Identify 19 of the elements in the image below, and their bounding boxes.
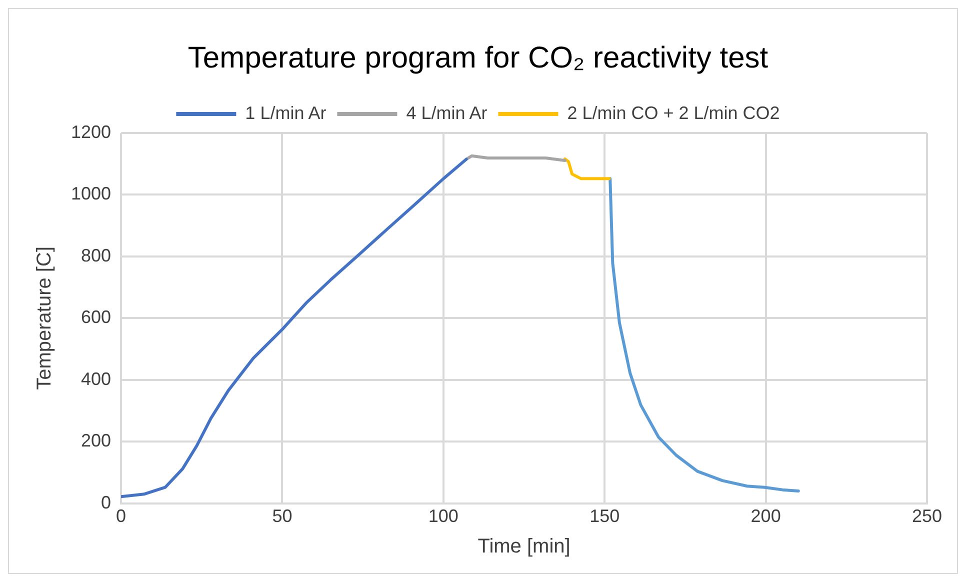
x-tick-label: 150 [590, 506, 620, 526]
y-tick-label: 0 [101, 492, 112, 512]
x-tick-label: 100 [428, 506, 458, 526]
y-tick-label: 400 [80, 368, 112, 389]
x-tick-label: 0 [116, 506, 126, 526]
x-tick-label: 200 [750, 506, 781, 526]
x-axis-title: Time [min] [478, 536, 570, 558]
x-tick-label: 50 [272, 506, 292, 526]
y-tick-label: 600 [80, 307, 112, 328]
legend-label: 1 L/min Ar [245, 102, 326, 123]
x-tick-label: 250 [912, 506, 942, 526]
chart-title: Temperature program for CO₂ reactivity test [188, 41, 769, 74]
y-axis-title: Temperature [C] [34, 246, 56, 390]
y-tick-label: 800 [80, 245, 112, 266]
y-tick-label: 1000 [70, 184, 112, 204]
y-tick-label: 1200 [70, 122, 112, 142]
y-tick-label: 200 [80, 430, 112, 451]
legend-label: 4 L/min Ar [406, 102, 488, 123]
legend-label: 2 L/min CO + 2 L/min CO2 [567, 102, 780, 123]
